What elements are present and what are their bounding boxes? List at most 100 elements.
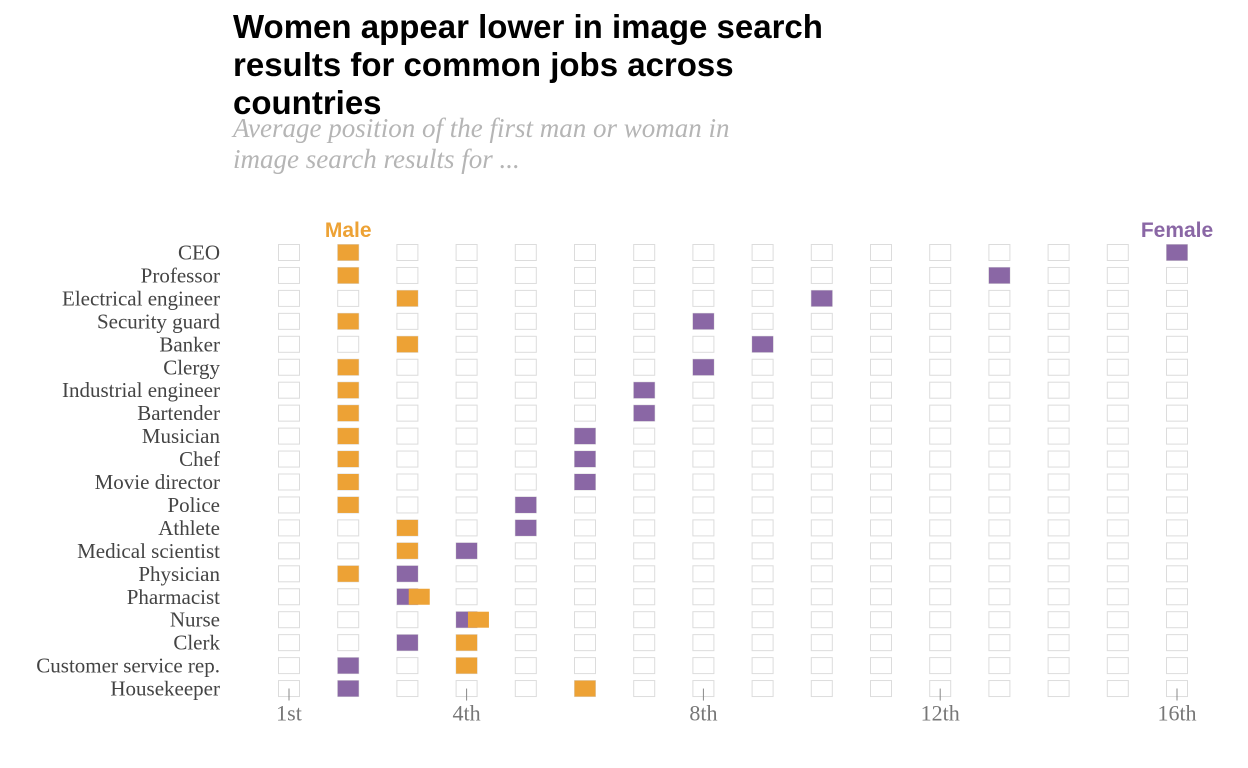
empty-cell [988,450,1011,468]
empty-cell [633,519,656,537]
empty-cell [870,266,892,284]
empty-cell [514,427,537,445]
empty-cell [278,381,300,399]
empty-cell [810,473,833,491]
empty-cell [751,427,774,445]
empty-cell [633,427,656,445]
empty-cell [396,496,419,514]
empty-cell [751,404,774,422]
male-mark [574,680,596,697]
empty-cell [988,289,1011,307]
empty-cell [751,266,774,284]
empty-cell [692,289,715,307]
empty-cell [1166,565,1188,583]
empty-cell [929,289,952,307]
empty-cell [574,496,596,514]
female-mark [633,405,655,422]
chart-subtitle: Average position of the first man or wom… [233,113,730,174]
empty-cell [278,611,300,629]
empty-cell [574,289,596,307]
empty-cell [1047,335,1070,353]
empty-cell [455,381,478,399]
empty-cell-grid [278,244,1188,698]
job-label: Bartender [137,401,220,425]
empty-cell [692,634,715,652]
empty-cell [870,312,892,330]
empty-cell [929,565,952,583]
empty-cell [1047,542,1070,560]
job-label: Medical scientist [77,539,220,563]
empty-cell [396,450,419,468]
job-label: Industrial engineer [62,378,220,402]
empty-cell [278,473,300,491]
empty-cell [810,335,833,353]
empty-cell [810,542,833,560]
legend: Male Female [325,219,1213,242]
empty-cell [337,634,360,652]
empty-cell [751,381,774,399]
empty-cell [1106,634,1129,652]
empty-cell [633,611,656,629]
empty-cell [633,450,656,468]
job-label: Customer service rep. [36,654,220,678]
empty-cell [810,519,833,537]
empty-cell [455,565,478,583]
empty-cell [1106,427,1129,445]
empty-cell [514,381,537,399]
empty-cell [337,289,360,307]
empty-cell [337,611,360,629]
empty-cell [1106,588,1129,606]
empty-cell [1106,381,1129,399]
male-mark [396,542,418,559]
empty-cell [574,657,596,675]
empty-cell [692,381,715,399]
empty-cell [929,542,952,560]
empty-cell [337,519,360,537]
empty-cell [929,588,952,606]
empty-cell [1047,289,1070,307]
empty-cell [751,565,774,583]
job-label: Security guard [97,309,221,333]
empty-cell [278,542,300,560]
x-tick-label: 16th [1157,701,1196,726]
empty-cell [988,519,1011,537]
empty-cell [455,244,478,261]
empty-cell [1106,542,1129,560]
empty-cell [692,404,715,422]
male-mark [337,244,359,261]
empty-cell [1047,266,1070,284]
empty-cell [455,266,478,284]
empty-cell [574,381,596,399]
male-mark [337,313,359,330]
empty-cell [929,404,952,422]
job-label: Musician [142,424,221,448]
empty-cell [455,335,478,353]
male-mark [396,290,418,307]
empty-cell [929,519,952,537]
empty-cell [1047,358,1070,376]
empty-cell [574,358,596,376]
empty-cell [1166,335,1188,353]
empty-cell [929,266,952,284]
empty-cell [692,519,715,537]
empty-cell [396,427,419,445]
legend-female-label: Female [1141,219,1213,242]
empty-cell [1047,244,1070,261]
empty-cell [988,244,1011,261]
empty-cell [692,244,715,261]
female-mark [396,634,418,651]
legend-male-label: Male [325,219,372,242]
empty-cell [751,634,774,652]
empty-cell [1106,680,1129,698]
empty-cell [988,588,1011,606]
empty-cell [1047,496,1070,514]
empty-cell [574,404,596,422]
empty-cell [278,404,300,422]
empty-cell [633,266,656,284]
empty-cell [514,450,537,468]
empty-cell [1106,244,1129,261]
empty-cell [692,611,715,629]
empty-cell [692,565,715,583]
male-mark [337,359,359,376]
